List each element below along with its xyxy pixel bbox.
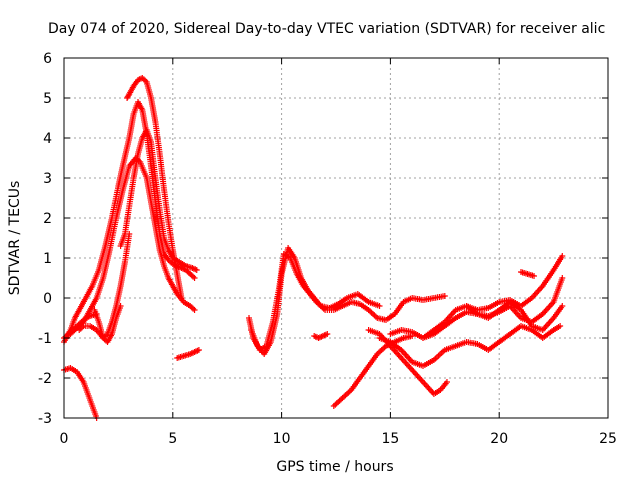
y-tick-label: 5 bbox=[43, 91, 52, 107]
y-tick-label: 3 bbox=[43, 171, 52, 187]
x-tick-label: 25 bbox=[599, 431, 617, 447]
series-arc-11 bbox=[248, 245, 383, 357]
point-markers bbox=[330, 333, 416, 409]
data-points bbox=[61, 75, 566, 421]
point-markers bbox=[124, 75, 185, 301]
point-markers bbox=[518, 269, 538, 279]
point-markers bbox=[91, 303, 124, 345]
x-tick-label: 10 bbox=[273, 431, 291, 447]
series-arc-8 bbox=[91, 303, 124, 345]
y-tick-label: 6 bbox=[43, 51, 52, 67]
point-markers bbox=[365, 327, 450, 397]
point-markers bbox=[174, 347, 202, 361]
series-arc-7 bbox=[117, 127, 200, 273]
x-tick-label: 0 bbox=[60, 431, 69, 447]
y-tick-label: -3 bbox=[38, 411, 52, 427]
series-arc-17 bbox=[420, 299, 566, 341]
plot-frame bbox=[63, 57, 609, 419]
point-markers bbox=[117, 127, 200, 273]
point-markers bbox=[376, 323, 564, 369]
y-tick-label: -1 bbox=[38, 331, 52, 347]
y-tick-label: 1 bbox=[43, 251, 52, 267]
series-arc-5 bbox=[124, 75, 185, 301]
point-markers bbox=[311, 331, 331, 341]
series-arc-12 bbox=[311, 331, 331, 341]
point-markers bbox=[248, 245, 383, 357]
x-tick-label: 5 bbox=[168, 431, 177, 447]
series-arc-3 bbox=[61, 99, 198, 345]
x-tick-label: 15 bbox=[381, 431, 399, 447]
series-arc-14 bbox=[365, 327, 450, 397]
grid bbox=[64, 58, 608, 418]
point-markers bbox=[61, 99, 198, 345]
point-markers bbox=[61, 365, 100, 421]
y-tick-label: 0 bbox=[43, 291, 52, 307]
point-markers bbox=[67, 155, 198, 337]
series-arc-18 bbox=[463, 253, 566, 313]
axis-ticks bbox=[63, 57, 609, 419]
point-markers bbox=[463, 253, 566, 313]
x-axis-title: GPS time / hours bbox=[276, 459, 393, 475]
series-arc-1 bbox=[61, 365, 100, 421]
series-arc-4 bbox=[67, 155, 198, 337]
y-tick-label: -2 bbox=[38, 371, 52, 387]
chart-title: Day 074 of 2020, Sidereal Day-to-day VTE… bbox=[48, 21, 605, 37]
y-tick-labels: -3 -2 -1 0 1 2 3 4 5 6 bbox=[38, 51, 52, 427]
point-markers bbox=[420, 299, 566, 341]
series-arc-9 bbox=[174, 347, 202, 361]
y-tick-label: 4 bbox=[43, 131, 52, 147]
series-arc-19 bbox=[518, 269, 538, 279]
x-tick-labels: 0 5 10 15 20 25 bbox=[60, 431, 617, 447]
y-axis-title: SDTVAR / TECUs bbox=[7, 181, 23, 296]
series-arc-13 bbox=[330, 333, 416, 409]
x-tick-label: 20 bbox=[490, 431, 508, 447]
y-tick-label: 2 bbox=[43, 211, 52, 227]
series-arc-15 bbox=[376, 323, 564, 369]
